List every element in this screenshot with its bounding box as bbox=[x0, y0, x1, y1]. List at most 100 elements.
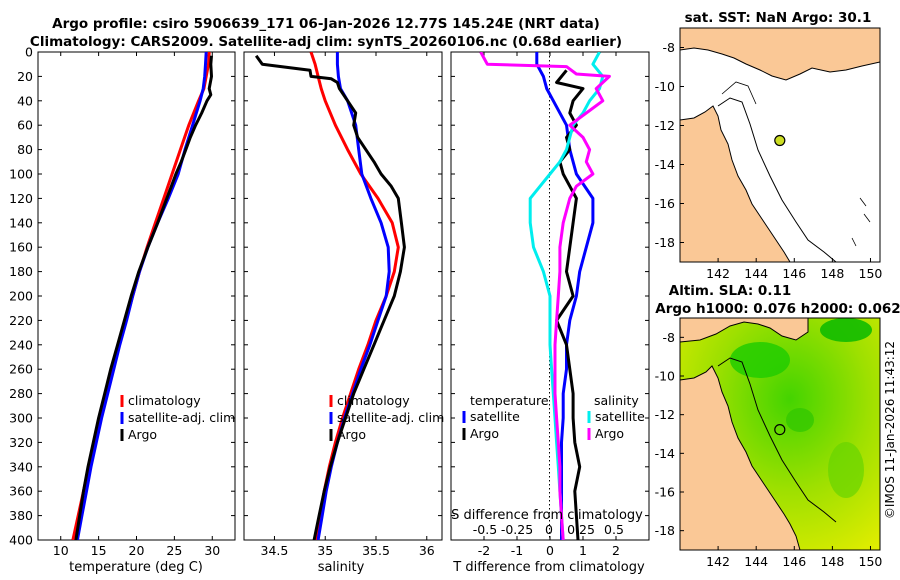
legend-label-climatology: climatology bbox=[128, 393, 201, 408]
legend-label-satellite: satellite-adj. clim bbox=[128, 410, 235, 425]
sla-high-north bbox=[730, 342, 790, 378]
legend-label-t-argo: Argo bbox=[470, 426, 499, 441]
map-x-tick-label: 142 bbox=[706, 554, 730, 569]
depth-tick-label: 200 bbox=[9, 289, 33, 304]
s-difference-label: S difference from climatology bbox=[451, 508, 643, 523]
x-tick-label: 25 bbox=[166, 543, 182, 558]
series-line-climatology bbox=[309, 52, 400, 540]
map-x-tick-label: 146 bbox=[782, 266, 806, 281]
map-y-tick-label: -10 bbox=[655, 369, 675, 384]
temperature-legend: climatology satellite-adj. clim Argo bbox=[120, 393, 235, 442]
legend-title-temperature: temperature bbox=[470, 393, 549, 408]
map-y-tick-label: -16 bbox=[655, 196, 675, 211]
salinity-series bbox=[254, 52, 406, 540]
depth-tick-label: 140 bbox=[9, 215, 33, 230]
sst-map-title: sat. SST: NaN Argo: 30.1 bbox=[685, 10, 872, 26]
x-tick-label: -2 bbox=[478, 543, 490, 558]
depth-tick-label: 180 bbox=[9, 264, 33, 279]
map-y-tick-label: -12 bbox=[655, 407, 675, 422]
series-line-salinity-satellite bbox=[528, 52, 605, 540]
sla-map-title-2: Argo h1000: 0.076 h2000: 0.062 bbox=[655, 301, 900, 317]
map-y-tick-label: -18 bbox=[655, 523, 675, 538]
x-tick-label: 2 bbox=[612, 543, 620, 558]
x-tick-label: 30 bbox=[204, 543, 220, 558]
map-x-tick-label: 150 bbox=[859, 266, 883, 281]
x-tick-label: 35.5 bbox=[362, 543, 390, 558]
cape-york-land bbox=[680, 365, 801, 550]
s-tick-label: -0.25 bbox=[501, 522, 533, 537]
map-y-tick-label: -10 bbox=[655, 79, 675, 94]
salinity-ticks: 34.5 35 35.5 36 bbox=[244, 51, 442, 558]
temperature-xlabel: temperature (deg C) bbox=[69, 560, 203, 575]
x-tick-label: 15 bbox=[91, 543, 107, 558]
x-tick-label: 1 bbox=[579, 543, 587, 558]
depth-tick-label: 160 bbox=[9, 240, 33, 255]
map-y-tick-label: -8 bbox=[663, 40, 676, 55]
x-tick-label: 34.5 bbox=[261, 543, 289, 558]
x-tick-label: 36 bbox=[419, 543, 435, 558]
legend-label-argo: Argo bbox=[337, 427, 366, 442]
s-tick-label: 0.5 bbox=[604, 522, 624, 537]
depth-tick-label: 320 bbox=[9, 435, 33, 450]
sla-argo-marker bbox=[774, 424, 786, 436]
map-y-tick-label: -8 bbox=[663, 330, 676, 345]
coral-sea-islands bbox=[851, 197, 871, 247]
salinity-legend: climatology satellite-adj. clim Argo bbox=[329, 393, 444, 442]
salinity-axes bbox=[243, 51, 443, 541]
sla-map-frame bbox=[679, 317, 881, 551]
series-line-temperature-argo bbox=[555, 69, 585, 540]
series-line-climatology bbox=[71, 52, 211, 540]
map-x-tick-label: 148 bbox=[820, 554, 844, 569]
s-tick-label: 0 bbox=[545, 522, 553, 537]
legend-label-argo: Argo bbox=[128, 427, 157, 442]
depth-tick-label: 0 bbox=[25, 45, 33, 60]
depth-tick-label: 300 bbox=[9, 411, 33, 426]
series-line-salinity-argo bbox=[479, 52, 611, 540]
depth-tick-label: 340 bbox=[9, 459, 33, 474]
depth-tick-label: 40 bbox=[17, 93, 33, 108]
salinity-xlabel: salinity bbox=[318, 560, 365, 575]
map-x-tick-label: 148 bbox=[820, 266, 844, 281]
depth-tick-label: 80 bbox=[17, 142, 33, 157]
depth-tick-label: 400 bbox=[9, 533, 33, 548]
sst-argo-marker bbox=[774, 134, 786, 147]
map-x-tick-label: 144 bbox=[744, 554, 768, 569]
map-y-tick-label: -18 bbox=[655, 235, 675, 250]
x-tick-label: 35 bbox=[317, 543, 333, 558]
s-tick-label: -0.5 bbox=[473, 522, 497, 537]
depth-tick-label: 360 bbox=[9, 484, 33, 499]
depth-tick-label: 120 bbox=[9, 191, 33, 206]
temperature-series bbox=[71, 52, 213, 540]
depth-tick-label: 280 bbox=[9, 386, 33, 401]
difference-legend: temperature satellite Argo salinity sate… bbox=[462, 393, 645, 441]
sst-map-area bbox=[680, 28, 880, 262]
x-tick-label: 0 bbox=[546, 543, 554, 558]
difference-series bbox=[479, 52, 611, 540]
sla-map-title-1: Altim. SLA: 0.11 bbox=[669, 283, 791, 299]
x-tick-label: -1 bbox=[511, 543, 523, 558]
temperature-ticks: 10 15 20 25 30 bbox=[38, 51, 235, 558]
map-y-tick-label: -14 bbox=[655, 446, 675, 461]
new-guinea-land bbox=[680, 318, 809, 343]
map-x-tick-label: 144 bbox=[744, 266, 768, 281]
sla-high-ne bbox=[820, 318, 872, 342]
x-tick-label: 10 bbox=[53, 543, 69, 558]
sst-map-ticks: 142 144 146 148 150 -8 -10 -12 -14 -16 -18 bbox=[655, 40, 883, 281]
sla-high-eddy bbox=[786, 408, 814, 432]
legend-label-s-satellite: satellite bbox=[595, 409, 645, 424]
legend-label-climatology: climatology bbox=[337, 393, 410, 408]
sla-high-south bbox=[828, 442, 864, 498]
series-line-argo bbox=[254, 54, 406, 540]
new-guinea-land bbox=[680, 28, 880, 81]
map-y-tick-label: -12 bbox=[655, 118, 675, 133]
x-tick-label: 20 bbox=[129, 543, 145, 558]
legend-label-s-argo: Argo bbox=[595, 426, 624, 441]
s-tick-label: 0.25 bbox=[567, 522, 595, 537]
depth-tick-label: 240 bbox=[9, 337, 33, 352]
series-line-argo bbox=[74, 55, 213, 540]
map-y-tick-label: -16 bbox=[655, 485, 675, 500]
sst-map-frame bbox=[679, 27, 881, 263]
depth-tick-label: 380 bbox=[9, 508, 33, 523]
title-line-2: Climatology: CARS2009. Satellite-adj cli… bbox=[30, 34, 622, 50]
